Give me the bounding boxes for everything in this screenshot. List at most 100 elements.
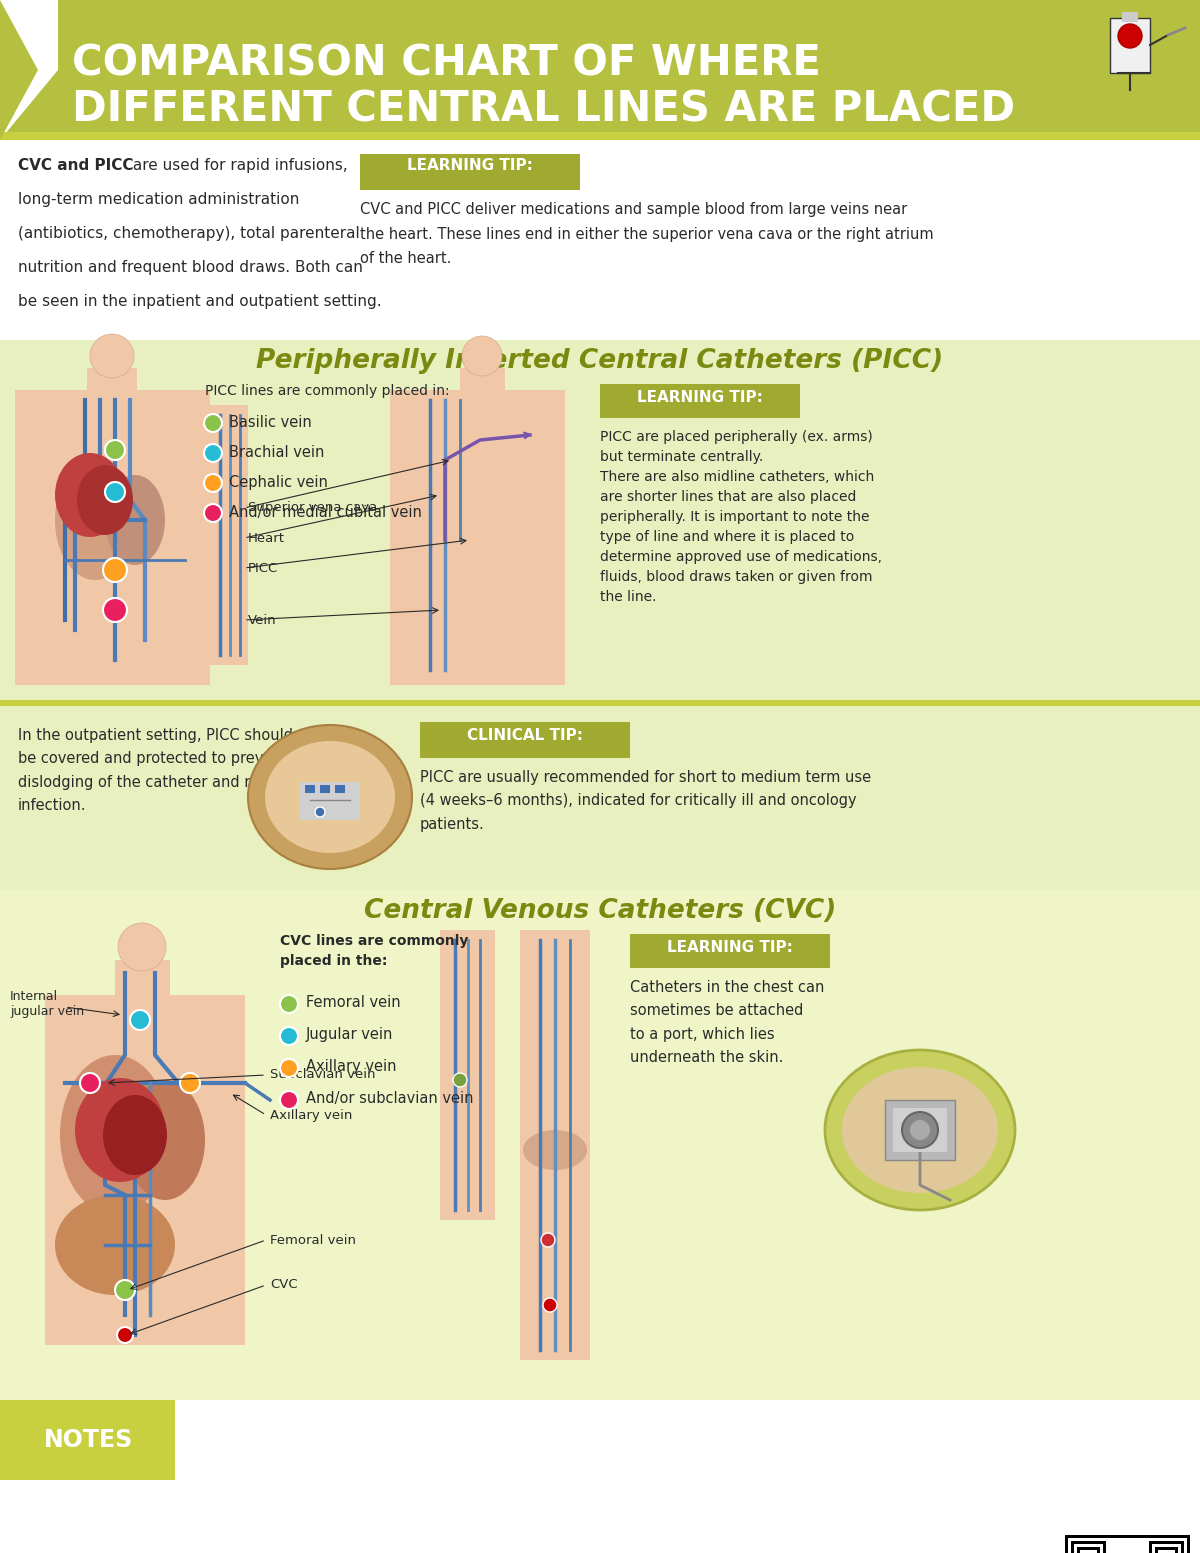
Circle shape <box>314 808 325 817</box>
Text: Brachial vein: Brachial vein <box>229 446 324 460</box>
Circle shape <box>204 505 222 522</box>
Text: LEARNING TIP:: LEARNING TIP: <box>407 158 533 172</box>
FancyBboxPatch shape <box>14 390 210 685</box>
FancyBboxPatch shape <box>1074 1544 1103 1553</box>
FancyBboxPatch shape <box>1078 1547 1100 1553</box>
FancyBboxPatch shape <box>1068 1537 1187 1553</box>
Text: NOTES: NOTES <box>43 1429 133 1452</box>
Text: In the outpatient setting, PICC should
be covered and protected to prevent
dislo: In the outpatient setting, PICC should b… <box>18 728 293 814</box>
FancyBboxPatch shape <box>1158 1550 1175 1553</box>
FancyBboxPatch shape <box>1066 1534 1190 1553</box>
FancyBboxPatch shape <box>0 1480 1200 1553</box>
FancyBboxPatch shape <box>0 0 1200 140</box>
Ellipse shape <box>103 1095 167 1176</box>
FancyBboxPatch shape <box>360 154 580 189</box>
Polygon shape <box>0 0 58 140</box>
FancyBboxPatch shape <box>520 930 590 1360</box>
FancyBboxPatch shape <box>440 930 496 1221</box>
FancyBboxPatch shape <box>0 890 1200 1399</box>
FancyBboxPatch shape <box>630 933 830 968</box>
FancyBboxPatch shape <box>0 700 1200 890</box>
Text: nutrition and frequent blood draws. Both can: nutrition and frequent blood draws. Both… <box>18 259 362 275</box>
Text: PICC lines are commonly placed in:: PICC lines are commonly placed in: <box>205 384 450 398</box>
Circle shape <box>204 415 222 432</box>
FancyBboxPatch shape <box>300 783 360 820</box>
Text: Cephalic vein: Cephalic vein <box>229 475 328 491</box>
Circle shape <box>103 598 127 623</box>
FancyBboxPatch shape <box>115 960 170 1016</box>
Text: long-term medication administration: long-term medication administration <box>18 193 299 207</box>
Circle shape <box>204 444 222 461</box>
Ellipse shape <box>74 1078 166 1182</box>
FancyBboxPatch shape <box>1122 12 1138 22</box>
Text: Axillary vein: Axillary vein <box>270 1109 353 1121</box>
Polygon shape <box>0 0 38 140</box>
Circle shape <box>280 995 298 1013</box>
Text: PICC are usually recommended for short to medium term use
(4 weeks–6 months), in: PICC are usually recommended for short t… <box>420 770 871 832</box>
Text: LEARNING TIP:: LEARNING TIP: <box>667 940 793 955</box>
FancyBboxPatch shape <box>0 132 1200 140</box>
FancyBboxPatch shape <box>335 784 346 794</box>
Ellipse shape <box>55 453 125 537</box>
FancyBboxPatch shape <box>420 722 630 758</box>
Text: Basilic vein: Basilic vein <box>229 415 312 430</box>
FancyBboxPatch shape <box>600 384 800 418</box>
Ellipse shape <box>60 1054 170 1214</box>
Text: Catheters in the chest can
sometimes be attached
to a port, which lies
underneat: Catheters in the chest can sometimes be … <box>630 980 824 1065</box>
Ellipse shape <box>106 475 166 565</box>
FancyBboxPatch shape <box>390 390 565 685</box>
Text: LEARNING TIP:: LEARNING TIP: <box>637 390 763 405</box>
FancyBboxPatch shape <box>1154 1547 1178 1553</box>
Text: be seen in the inpatient and outpatient setting.: be seen in the inpatient and outpatient … <box>18 294 382 309</box>
Text: PICC: PICC <box>248 562 278 575</box>
FancyBboxPatch shape <box>1080 1550 1097 1553</box>
FancyBboxPatch shape <box>1072 1541 1106 1553</box>
FancyBboxPatch shape <box>1152 1544 1181 1553</box>
FancyBboxPatch shape <box>1150 1541 1184 1553</box>
Circle shape <box>280 1027 298 1045</box>
Circle shape <box>103 558 127 582</box>
Circle shape <box>118 1326 133 1343</box>
Circle shape <box>180 1073 200 1093</box>
Circle shape <box>280 1092 298 1109</box>
Text: Peripherally Inserted Central Catheters (PICC): Peripherally Inserted Central Catheters … <box>257 348 943 374</box>
FancyBboxPatch shape <box>0 700 1200 707</box>
Ellipse shape <box>55 1194 175 1295</box>
FancyBboxPatch shape <box>320 784 330 794</box>
Circle shape <box>106 481 125 502</box>
Circle shape <box>541 1233 554 1247</box>
Circle shape <box>106 439 125 460</box>
FancyBboxPatch shape <box>886 1100 955 1160</box>
FancyBboxPatch shape <box>1110 19 1150 73</box>
Circle shape <box>118 922 166 971</box>
Text: Central Venous Catheters (CVC): Central Venous Catheters (CVC) <box>364 898 836 924</box>
Circle shape <box>115 1280 134 1300</box>
Text: CVC and PICC: CVC and PICC <box>18 158 133 172</box>
Text: DIFFERENT CENTRAL LINES ARE PLACED: DIFFERENT CENTRAL LINES ARE PLACED <box>72 89 1015 130</box>
Text: CVC lines are commonly
placed in the:: CVC lines are commonly placed in the: <box>280 933 468 968</box>
FancyBboxPatch shape <box>0 140 1200 340</box>
Circle shape <box>204 474 222 492</box>
Text: COMPARISON CHART OF WHERE: COMPARISON CHART OF WHERE <box>72 42 821 84</box>
FancyBboxPatch shape <box>46 995 245 1345</box>
Text: Subclavian vein: Subclavian vein <box>270 1068 376 1081</box>
FancyBboxPatch shape <box>0 340 1200 700</box>
Ellipse shape <box>826 1050 1015 1210</box>
Circle shape <box>462 335 502 376</box>
Ellipse shape <box>125 1079 205 1200</box>
FancyBboxPatch shape <box>0 1399 175 1480</box>
Circle shape <box>90 334 134 377</box>
Circle shape <box>80 1073 100 1093</box>
Circle shape <box>1118 23 1142 48</box>
Text: Femoral vein: Femoral vein <box>306 995 401 1009</box>
Text: PICC are placed peripherally (ex. arms)
but terminate centrally.
There are also : PICC are placed peripherally (ex. arms) … <box>600 430 882 604</box>
Text: Internal
jugular vein: Internal jugular vein <box>10 989 84 1019</box>
Ellipse shape <box>248 725 412 870</box>
Ellipse shape <box>265 741 395 853</box>
FancyBboxPatch shape <box>460 368 505 402</box>
Text: Superior vena cava: Superior vena cava <box>248 502 377 514</box>
Text: Vein: Vein <box>248 613 277 626</box>
FancyBboxPatch shape <box>210 405 248 665</box>
Text: Heart: Heart <box>248 531 286 545</box>
Circle shape <box>542 1298 557 1312</box>
